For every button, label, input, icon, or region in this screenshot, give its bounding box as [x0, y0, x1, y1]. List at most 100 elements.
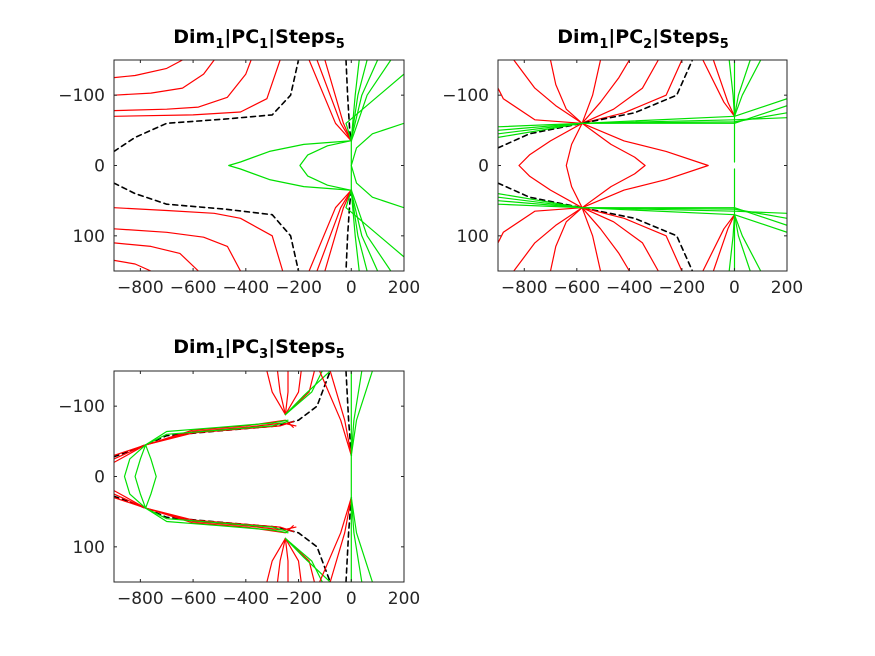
- x-tick-label: −200: [275, 278, 322, 298]
- dashed-series-line-4: [345, 496, 353, 582]
- series-line-29: [498, 196, 787, 214]
- title-sep1: |PC: [224, 336, 259, 358]
- series-line-31: [498, 203, 787, 226]
- title-sub3: 5: [336, 347, 345, 362]
- series-line-4: [114, 60, 281, 117]
- series-line-39: [350, 497, 373, 582]
- title-sub3: 5: [720, 37, 729, 52]
- panel-title: Dim1|PC3|Steps5: [173, 336, 345, 362]
- series-line-7: [549, 60, 583, 124]
- title-sub2: 3: [259, 347, 268, 362]
- title-sep2: |Steps: [268, 336, 336, 358]
- series-line-17: [316, 189, 352, 271]
- series-line-11: [114, 242, 199, 271]
- title-sep1: |PC: [224, 26, 259, 48]
- x-tick-label: −400: [606, 278, 653, 298]
- series-line-30: [350, 122, 404, 209]
- series-line-13: [518, 122, 583, 209]
- series-line-13: [308, 60, 352, 142]
- series-line-30: [284, 537, 323, 582]
- title-sub1: 1: [215, 347, 224, 362]
- series-line-18: [324, 189, 352, 271]
- series-line-19: [498, 207, 583, 244]
- plot-area: [114, 371, 373, 582]
- series-line-39: [728, 60, 736, 117]
- dashed-series-line-9: [498, 182, 694, 271]
- series-line-11: [581, 122, 646, 209]
- series-line-37: [733, 214, 762, 271]
- panel-title: Dim1|PC1|Steps5: [173, 26, 345, 52]
- dashed-series-line-7: [345, 60, 353, 142]
- series-line-10: [114, 228, 242, 271]
- series-line-35: [329, 497, 352, 582]
- dashed-series-line-8: [498, 60, 694, 149]
- series-line-36: [350, 371, 373, 456]
- series-line-11: [145, 421, 289, 446]
- title-sep2: |Steps: [652, 26, 720, 48]
- series-line-38: [733, 214, 751, 271]
- series-line-14: [316, 60, 352, 142]
- series-line-19: [276, 371, 286, 416]
- series-line-14: [134, 444, 147, 509]
- series-line-30: [498, 200, 787, 219]
- y-tick-label: 0: [94, 157, 105, 177]
- x-tick-label: 200: [771, 278, 803, 298]
- series-line-15: [581, 207, 659, 271]
- series-line-23: [350, 60, 360, 142]
- series-line-1: [114, 60, 184, 79]
- y-tick-label: 100: [73, 538, 105, 558]
- series-line-21: [284, 371, 302, 416]
- title-main: Dim: [557, 26, 599, 48]
- series-line-25: [498, 117, 787, 135]
- series-line-20: [549, 207, 583, 271]
- series-line-17: [581, 207, 602, 271]
- y-tick-label: −100: [58, 397, 105, 417]
- x-tick-label: −800: [117, 589, 164, 609]
- series-line-27: [498, 105, 787, 128]
- title-sub1: 1: [599, 37, 608, 52]
- panel-1: Dim1|PC1|Steps5 −800 −600 −400 −200 0 200−100…: [58, 26, 420, 298]
- title-main: Dim: [173, 26, 215, 48]
- dashed-series-line-3: [345, 371, 353, 457]
- series-line-16: [145, 507, 289, 532]
- x-tick-label: −600: [553, 278, 600, 298]
- series-line-40: [728, 214, 736, 271]
- series-line-37: [350, 371, 363, 456]
- series-line-26: [284, 537, 302, 582]
- dashed-series-line-8: [345, 189, 353, 271]
- series-line-29: [299, 140, 351, 191]
- series-line-29: [284, 371, 331, 416]
- series-line-33: [329, 371, 352, 456]
- panel-3: Dim1|PC3|Steps5 −800 −600 −400 −200 0 200 −100…: [58, 336, 420, 609]
- series-line-15: [324, 60, 352, 142]
- series-line-32: [498, 193, 787, 233]
- series-line-17: [145, 507, 289, 534]
- y-tick-label: 100: [73, 227, 105, 247]
- series-line-18: [266, 371, 286, 416]
- title-sub1: 1: [215, 37, 224, 52]
- x-tick-label: −200: [275, 589, 322, 609]
- title-main: Dim: [173, 336, 215, 358]
- series-line-4: [581, 60, 602, 124]
- series-line-3: [581, 60, 630, 124]
- series-line-9: [114, 207, 284, 271]
- series-line-34: [319, 497, 352, 582]
- series-line-13: [145, 444, 157, 509]
- series-line-25: [284, 537, 289, 582]
- series-line-36: [733, 60, 751, 117]
- series-line-12: [145, 419, 289, 446]
- series-line-18: [513, 207, 583, 271]
- series-line-14: [581, 207, 683, 271]
- series-line-23: [702, 214, 736, 271]
- series-line-24: [276, 537, 286, 582]
- plot-area: [498, 60, 787, 271]
- series-line-16: [308, 189, 352, 271]
- series-line-2: [114, 60, 215, 96]
- x-tick-label: 0: [346, 589, 357, 609]
- title-sep2: |Steps: [268, 26, 336, 48]
- series-line-21: [702, 60, 736, 117]
- series-line-35: [733, 60, 762, 117]
- title-sub2: 2: [643, 37, 652, 52]
- x-tick-label: 0: [729, 278, 740, 298]
- x-tick-label: 200: [388, 278, 420, 298]
